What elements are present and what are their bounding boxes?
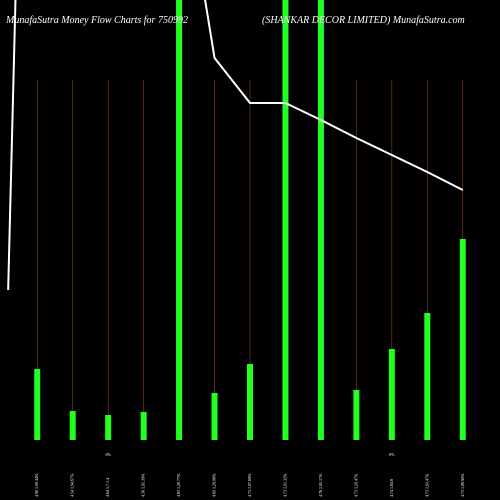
x-tick-label: 4.73 1,20.47%	[353, 473, 359, 497]
zero-label: 0%	[105, 452, 111, 457]
line	[7, 0, 464, 291]
x-tick-label: 4.73 1,93.47%	[424, 473, 430, 497]
x-tick-label: 4.56 1,91.39%	[141, 473, 147, 497]
bar	[105, 415, 112, 440]
bar	[140, 412, 147, 440]
x-tick-label: 4.83 1,20.77%	[176, 473, 182, 497]
bar	[317, 0, 324, 440]
chart-title: MunafaSutra Money Flow Charts for 750992	[5, 15, 188, 26]
x-tick-label: 4.90 1,90.44%	[34, 473, 40, 497]
x-tick-label: 4.54 1,94.67%	[70, 473, 76, 497]
x-tick-label: 4.73 1,97.69%	[247, 473, 253, 497]
bar	[247, 364, 253, 440]
bar	[388, 349, 395, 440]
bar	[353, 390, 360, 440]
bar	[424, 313, 431, 440]
x-tick-label: 4.74 1,84.8	[389, 479, 395, 497]
bar	[282, 0, 289, 440]
x-tick-label: 4.73 1,89.90%	[460, 473, 466, 497]
plot	[7, 0, 466, 440]
zero-label: 0%	[389, 452, 395, 457]
bar	[34, 369, 41, 440]
bar	[69, 411, 76, 440]
bar	[459, 239, 466, 440]
chart-subtitle: (SHANKAR DECOR LIMITED) MunafaSutra.com	[262, 15, 465, 26]
x-tick-label: 4.73 1,91.32%	[282, 473, 288, 497]
x-tick-label: 4.64 1,7.1.4	[105, 478, 111, 497]
x-tick-label: 4.60 1,29.08%	[212, 473, 218, 497]
bar	[211, 393, 218, 440]
bar	[176, 0, 183, 440]
x-tick-label: 4.76 1,95.17%	[318, 473, 324, 497]
